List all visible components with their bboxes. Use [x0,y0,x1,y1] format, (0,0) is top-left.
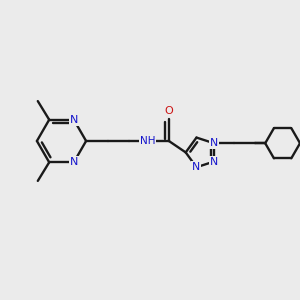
Text: N: N [210,157,218,166]
Text: N: N [210,138,218,148]
Text: NH: NH [140,136,155,146]
Text: N: N [192,162,201,172]
Text: N: N [70,157,78,167]
Text: O: O [164,106,173,116]
Text: N: N [70,115,78,125]
